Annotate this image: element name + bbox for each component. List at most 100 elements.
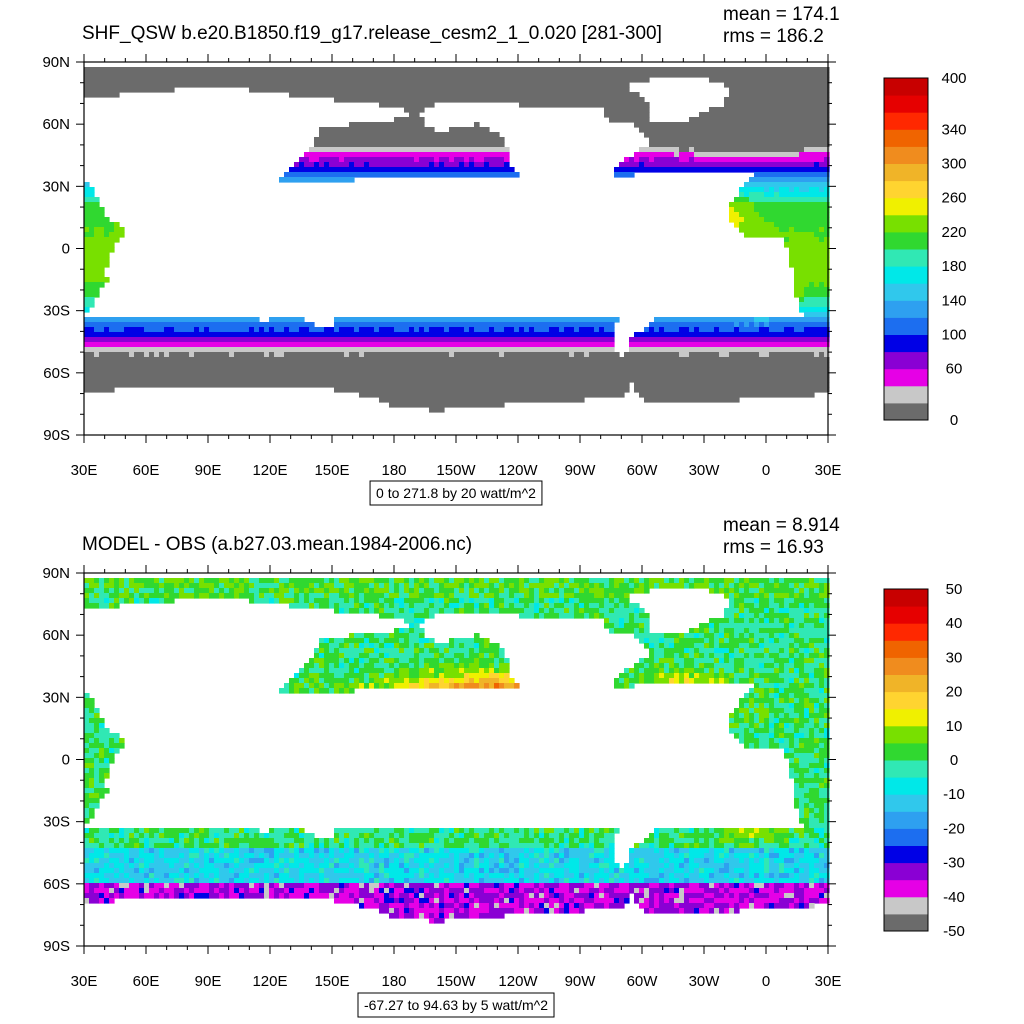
colorbar-swatch — [884, 589, 928, 607]
lat-tick-label: 60N — [42, 627, 70, 644]
lon-tick-label: 0 — [762, 462, 770, 479]
colorbar-swatch — [884, 283, 928, 301]
colorbar-label: 100 — [941, 327, 966, 344]
lat-tick-label: 90S — [43, 427, 70, 444]
top-rms-text: rms = 186.2 — [723, 26, 824, 47]
lon-tick-label: 150W — [436, 462, 476, 479]
colorbar-swatch — [884, 300, 928, 318]
top-range-box — [369, 480, 543, 506]
colorbar-swatch — [884, 368, 928, 387]
colorbar-swatch — [884, 95, 928, 113]
colorbar-label: 20 — [946, 684, 963, 701]
colorbar-swatch — [884, 708, 928, 727]
colorbar-label: -30 — [943, 855, 965, 872]
colorbar-swatch — [884, 725, 928, 744]
colorbar-label: 40 — [946, 615, 963, 632]
colorbar-swatch — [884, 896, 928, 915]
colorbar-label: 60 — [946, 361, 963, 378]
lon-tick-label: 150E — [314, 462, 349, 479]
lon-tick-label: 30E — [815, 973, 842, 990]
colorbar-swatch — [884, 623, 928, 641]
lon-tick-label: 120W — [498, 462, 538, 479]
colorbar-label: 400 — [941, 70, 966, 87]
colorbar-swatch — [884, 129, 928, 147]
top-panel: 90N 60N 30N 0 30S 60S 90S 30E 60E 90E 120E 150E 180 1… — [42, 4, 967, 506]
lon-tick-label: 120E — [252, 462, 287, 479]
colorbar-label: 0 — [950, 412, 958, 429]
colorbar-swatch — [884, 334, 928, 353]
lon-tick-label: 120W — [498, 973, 538, 990]
colorbar-swatch — [884, 879, 928, 898]
lat-tick-label: 90N — [42, 565, 70, 582]
bottom-range-box — [357, 992, 555, 1018]
lon-tick-label: 90W — [565, 462, 597, 479]
colorbar-swatch — [884, 913, 928, 932]
colorbar-swatch — [884, 760, 928, 778]
colorbar-swatch — [884, 828, 928, 846]
lon-tick-label: 90W — [565, 973, 597, 990]
lon-tick-label: 180 — [381, 462, 406, 479]
colorbar-label: 0 — [950, 752, 958, 769]
bottom-colorbar: 50 40 30 20 10 0 -10 -20 -30 -40 -50 — [883, 581, 965, 940]
colorbar-label: 260 — [941, 190, 966, 207]
lat-tick-label: 30N — [42, 689, 70, 706]
colorbar-swatch — [884, 266, 928, 284]
colorbar-label: 340 — [941, 121, 966, 138]
bottom-mean-text: mean = 8.914 — [723, 515, 840, 536]
lon-tick-label: 180 — [381, 973, 406, 990]
colorbar-swatch — [884, 351, 928, 370]
lat-tick-label: 90N — [42, 54, 70, 71]
colorbar-label: -40 — [943, 889, 965, 906]
lon-tick-label: 60E — [133, 462, 160, 479]
lat-tick-label: 90S — [43, 938, 70, 955]
top-field-raster — [84, 67, 830, 413]
lon-tick-label: 30W — [689, 462, 721, 479]
lon-tick-label: 90E — [195, 462, 222, 479]
top-colorbar: 400 340 300 260 220 180 140 100 60 0 — [883, 70, 967, 429]
colorbar-swatch — [884, 214, 928, 233]
lon-tick-label: 30E — [71, 462, 98, 479]
top-title: SHF_QSW b.e20.B1850.f19_g17.release_cesm… — [82, 23, 662, 44]
colorbar-swatch — [884, 249, 928, 267]
colorbar-swatch — [884, 777, 928, 795]
colorbar-swatch — [884, 640, 928, 658]
colorbar-swatch — [884, 385, 928, 404]
lat-tick-label: 60S — [43, 365, 70, 382]
lon-tick-label: 0 — [762, 973, 770, 990]
lon-tick-label: 60E — [133, 973, 160, 990]
colorbar-label: -50 — [943, 923, 965, 940]
bottom-panel: 90N 60N 30N 0 30S 60S 90S 30E 60E 90E 120E 150E 180 1… — [42, 515, 965, 1018]
colorbar-swatch — [884, 317, 928, 335]
lon-tick-label: 120E — [252, 973, 287, 990]
colorbar-swatch — [884, 606, 928, 624]
bottom-range-text: -67.27 to 94.63 by 5 watt/m^2 — [364, 997, 548, 1013]
colorbar-swatch — [884, 231, 928, 250]
lat-tick-label: 60S — [43, 876, 70, 893]
colorbar-swatch — [884, 742, 928, 761]
colorbar-swatch — [884, 402, 928, 421]
colorbar-label: 300 — [941, 156, 966, 173]
colorbar-swatch — [884, 794, 928, 812]
lat-tick-label: 30S — [43, 814, 70, 831]
bottom-rms-text: rms = 16.93 — [723, 537, 824, 558]
colorbar-swatch — [884, 146, 928, 164]
lat-tick-label: 0 — [62, 241, 70, 258]
colorbar-swatch — [884, 674, 928, 693]
colorbar-swatch — [884, 180, 928, 199]
colorbar-label: -10 — [943, 786, 965, 803]
colorbar-swatch — [884, 691, 928, 710]
lat-tick-label: 0 — [62, 752, 70, 769]
bottom-title: MODEL - OBS (a.b27.03.mean.1984-2006.nc) — [82, 534, 472, 555]
colorbar-label: 30 — [946, 649, 963, 666]
colorbar-label: 140 — [941, 292, 966, 309]
top-range-text: 0 to 271.8 by 20 watt/m^2 — [376, 485, 536, 501]
colorbar-swatch — [884, 78, 928, 96]
colorbar-label: -20 — [943, 820, 965, 837]
colorbar-swatch — [884, 862, 928, 881]
lon-tick-label: 30W — [689, 973, 721, 990]
lon-tick-label: 60W — [627, 462, 659, 479]
colorbar-swatch — [884, 197, 928, 216]
lat-tick-label: 30N — [42, 178, 70, 195]
lon-tick-label: 150E — [314, 973, 349, 990]
